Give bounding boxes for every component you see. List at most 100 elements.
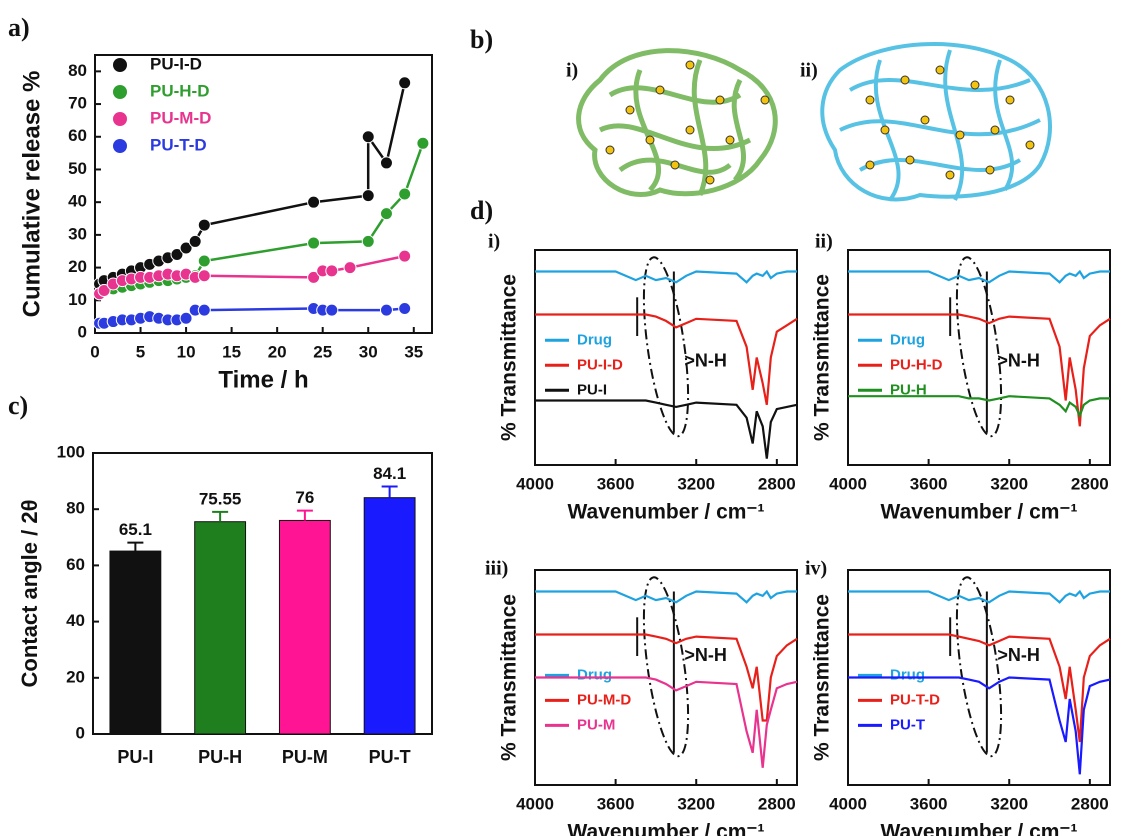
data-point xyxy=(416,136,430,150)
y-tick-label: 60 xyxy=(66,555,85,574)
plot-frame xyxy=(534,249,798,466)
data-point xyxy=(379,156,393,170)
data-point xyxy=(179,311,193,325)
x-tick-label: 3200 xyxy=(677,794,715,813)
legend-label: PU-H-D xyxy=(890,356,943,373)
x-tick-label: 15 xyxy=(222,342,241,361)
x-tick-label: PU-T xyxy=(369,747,411,767)
x-tick-label: PU-I xyxy=(117,747,153,767)
bar xyxy=(278,519,331,735)
y-tick-label: 60 xyxy=(68,126,87,145)
spectrum xyxy=(848,633,1111,743)
x-axis-label: Wavenumber / cm⁻¹ xyxy=(880,821,1077,836)
drug-molecules-ii xyxy=(865,65,1035,180)
value-label: 84.1 xyxy=(373,464,406,483)
legend-label: PU-I-D xyxy=(577,356,623,373)
x-tick-label: 3600 xyxy=(597,474,635,493)
value-label: 76 xyxy=(295,488,314,507)
data-point xyxy=(398,301,412,315)
data-point xyxy=(179,241,193,255)
error-bar xyxy=(212,510,229,522)
x-tick-label: 5 xyxy=(136,342,145,361)
y-tick-label: 40 xyxy=(66,611,85,630)
data-point xyxy=(170,248,184,262)
data-point xyxy=(379,303,393,317)
data-point xyxy=(197,303,211,317)
legend-marker xyxy=(113,112,127,126)
x-tick-label: 25 xyxy=(313,342,332,361)
x-tick-label: 2800 xyxy=(1071,474,1109,493)
y-tick-label: 20 xyxy=(68,257,87,276)
spectrum xyxy=(535,399,798,459)
data-point xyxy=(361,130,375,144)
x-tick-label: PU-H xyxy=(198,747,242,767)
y-tick-label: 80 xyxy=(66,499,85,518)
annotation: >N-H xyxy=(684,645,727,665)
data-point xyxy=(325,264,339,278)
y-axis-label: % Transmittance xyxy=(811,594,834,761)
plot-frame xyxy=(92,452,433,735)
plot-frame xyxy=(94,54,433,334)
dash-dot-ellipse xyxy=(642,576,690,758)
drug-molecules-i xyxy=(605,60,770,185)
legend-label: Drug xyxy=(577,331,612,348)
legend-label: Drug xyxy=(890,331,925,348)
x-tick-label: 2800 xyxy=(758,474,796,493)
legend-marker xyxy=(113,85,127,99)
data-point xyxy=(361,189,375,203)
panel-label: i) xyxy=(488,231,500,253)
y-tick-label: 40 xyxy=(68,192,87,211)
error-bar xyxy=(296,509,313,521)
legend-label: PU-H xyxy=(890,381,927,398)
annotation: >N-H xyxy=(997,645,1040,665)
data-point xyxy=(343,261,357,275)
y-tick-label: 100 xyxy=(57,442,85,461)
x-axis-label: Time / h xyxy=(218,366,308,393)
panel-label: d) xyxy=(470,196,493,225)
data-point xyxy=(307,270,321,284)
legend-label: PU-T-D xyxy=(890,691,940,708)
legend-marker xyxy=(113,139,127,153)
dash-dot-ellipse xyxy=(955,256,1003,438)
error-bar xyxy=(381,485,398,498)
data-point xyxy=(398,249,412,263)
panel-label: c) xyxy=(8,391,28,420)
spectrum xyxy=(848,313,1111,427)
spectrum xyxy=(535,676,798,768)
y-axis-label: Cumulative release % xyxy=(18,71,45,318)
value-label: 75.55 xyxy=(199,489,242,508)
y-axis-label: Contact angle / 2θ xyxy=(17,500,42,688)
data-point xyxy=(188,234,202,248)
legend-marker xyxy=(113,58,127,72)
annotation: >N-H xyxy=(997,351,1040,371)
panel-label: ii) xyxy=(815,231,833,253)
data-point xyxy=(307,195,321,209)
y-tick-label: 0 xyxy=(78,322,87,341)
spectrum xyxy=(848,395,1110,419)
legend-label: PU-T xyxy=(890,716,925,733)
polymer-network-i xyxy=(576,48,778,197)
spectrum xyxy=(535,269,797,284)
legend-label: PU-I xyxy=(577,381,607,398)
y-tick-label: 10 xyxy=(68,290,87,309)
x-tick-label: 3200 xyxy=(677,474,715,493)
x-tick-label: 3600 xyxy=(910,474,948,493)
legend-label: PU-T-D xyxy=(150,135,207,154)
y-tick-label: 20 xyxy=(66,667,85,686)
data-point xyxy=(379,207,393,221)
x-tick-label: 4000 xyxy=(829,794,867,813)
legend-label: PU-M-D xyxy=(150,108,211,127)
y-tick-label: 50 xyxy=(68,159,87,178)
x-tick-label: 3600 xyxy=(910,794,948,813)
x-axis-label: Wavenumber / cm⁻¹ xyxy=(880,501,1077,524)
data-point xyxy=(361,234,375,248)
y-tick-label: 70 xyxy=(68,94,87,113)
x-tick-label: 3200 xyxy=(990,794,1028,813)
sub-label: ii) xyxy=(800,60,818,82)
legend-label: PU-H-D xyxy=(150,81,210,100)
annotation: >N-H xyxy=(684,351,727,371)
x-tick-label: 0 xyxy=(90,342,99,361)
legend-label: PU-M xyxy=(577,716,615,733)
panel-label: iv) xyxy=(805,558,827,580)
